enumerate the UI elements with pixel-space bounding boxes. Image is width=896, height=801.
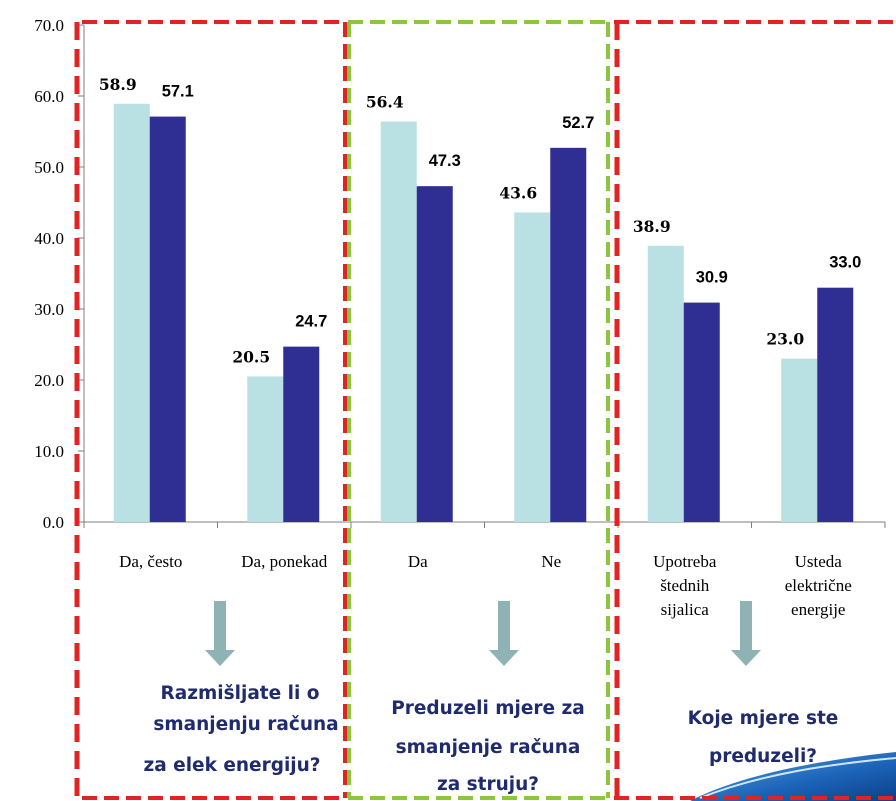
question-text: smanjenje računa — [396, 737, 581, 758]
bar-series1 — [514, 212, 551, 522]
category-label: Da, ponekad — [241, 552, 327, 571]
arrows — [205, 601, 761, 666]
bar-series1 — [380, 121, 417, 522]
bar-series2 — [683, 302, 720, 522]
data-label: 57.1 — [162, 83, 194, 101]
data-label: 30.9 — [696, 269, 728, 287]
y-tick-label: 20.0 — [34, 371, 64, 390]
bar-series1 — [781, 358, 818, 522]
category-label: Ne — [541, 552, 561, 571]
category-label: električne — [785, 576, 852, 595]
category-label: Upotreba — [653, 552, 717, 571]
group-frames — [74, 20, 894, 800]
category-label: Da, često — [119, 552, 182, 571]
down-arrow-head — [489, 650, 519, 666]
y-tick-label: 50.0 — [34, 158, 64, 177]
bar-series2 — [149, 116, 186, 522]
data-label: 23.0 — [766, 330, 804, 349]
question-text: preduzeli? — [709, 746, 817, 767]
down-arrow-shaft — [214, 601, 226, 651]
data-label: 24.7 — [295, 313, 327, 331]
bar-series2 — [550, 147, 587, 522]
corner-swoosh-highlight — [699, 757, 896, 799]
y-tick-label: 60.0 — [34, 87, 64, 106]
question-text: Preduzeli mjere za — [391, 698, 585, 719]
category-label: energije — [791, 600, 845, 619]
category-label: sijalica — [661, 600, 710, 619]
axes: 0.0 10.0 20.0 30.0 40.0 50.0 60.0 70.0 — [34, 16, 886, 532]
data-label: 43.6 — [499, 183, 537, 202]
down-arrow-shaft — [498, 601, 510, 651]
bar-series2 — [817, 287, 854, 522]
down-arrow-shaft — [740, 601, 752, 651]
down-arrow-icon — [489, 601, 519, 666]
question-text: za elek energiju? — [143, 755, 320, 776]
data-label: 47.3 — [429, 152, 461, 170]
bar-series1 — [247, 376, 284, 522]
bar-series2 — [283, 346, 320, 522]
question-labels: Razmišljate li o smanjenju računa za elek … — [143, 683, 838, 795]
category-label: Usteda — [795, 552, 843, 571]
y-tick-label: 30.0 — [34, 300, 64, 319]
category-label: štednih — [660, 576, 710, 595]
data-label: 52.7 — [562, 114, 594, 132]
question-text: Koje mjere ste — [688, 708, 839, 729]
down-arrow-icon — [731, 601, 761, 666]
y-tick-label: 40.0 — [34, 229, 64, 248]
down-arrow-head — [205, 650, 235, 666]
category-labels: Da, često Da, ponekad Da Ne Upotreba štednih s… — [119, 552, 852, 619]
data-label: 38.9 — [633, 217, 671, 236]
value-labels: 58.9 57.1 20.5 24.7 56.4 47.3 43.6 52.7 38.9 30.9… — [99, 75, 861, 367]
question-text: Razmišljate li o — [161, 683, 320, 704]
down-arrow-icon — [205, 601, 235, 666]
y-tick-label: 70.0 — [34, 16, 64, 35]
bar-series2 — [416, 186, 453, 523]
question-text: smanjenju računa — [153, 714, 338, 735]
y-tick-label: 10.0 — [34, 442, 64, 461]
data-label: 20.5 — [232, 347, 270, 366]
bar-series1 — [113, 103, 150, 522]
y-tick-label: 0.0 — [43, 513, 64, 532]
data-label: 58.9 — [99, 75, 137, 94]
data-label: 33.0 — [829, 254, 861, 272]
category-label: Da — [408, 552, 428, 571]
question-text: za struju? — [437, 774, 539, 795]
data-label: 56.4 — [366, 93, 404, 112]
bar-series1 — [647, 245, 684, 522]
bars — [113, 103, 854, 523]
down-arrow-head — [731, 650, 761, 666]
